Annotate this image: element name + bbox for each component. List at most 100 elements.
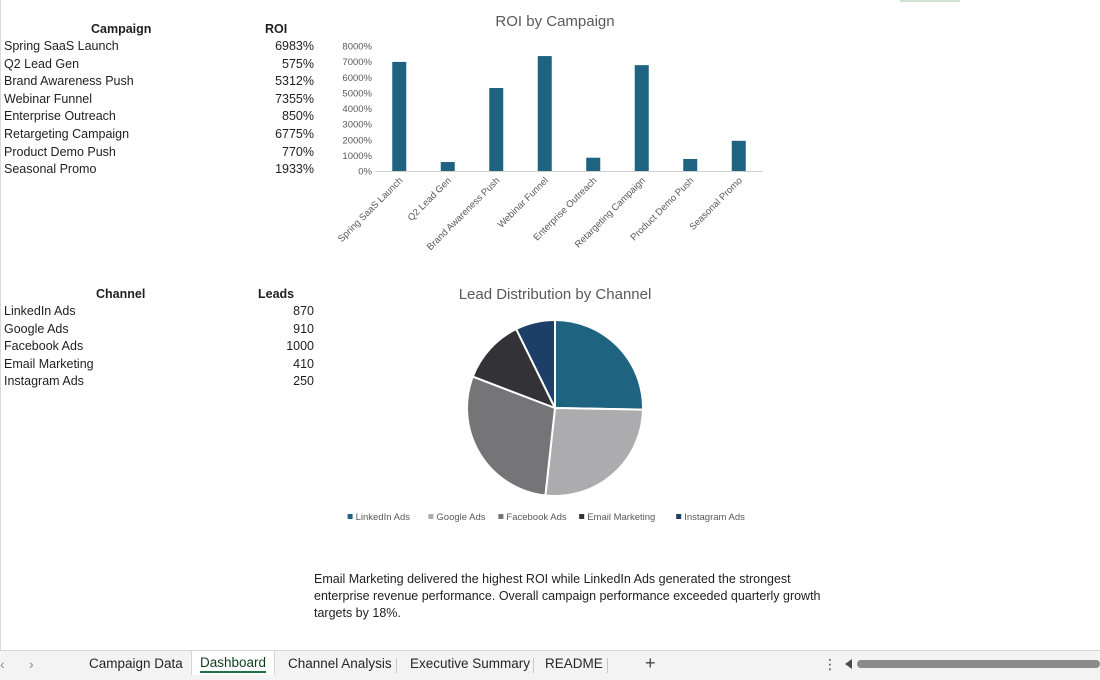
- roi-table-name: Product Demo Push: [4, 144, 116, 159]
- header-roi: ROI: [265, 22, 288, 36]
- leads-table: Channel Leads LinkedIn Ads 870 Google Ads 9…: [4, 286, 314, 396]
- y-tick-label: 5000%: [342, 88, 372, 99]
- roi-table-value: 6983%: [275, 39, 314, 53]
- bar[interactable]: [634, 65, 649, 171]
- roi-table-value: 6775%: [275, 127, 314, 141]
- scroll-left-icon[interactable]: [845, 659, 852, 669]
- selection-indicator: [900, 0, 960, 2]
- tab-readme[interactable]: README: [545, 656, 603, 671]
- add-sheet-button[interactable]: +: [645, 653, 656, 673]
- tab-separator: [396, 658, 397, 673]
- roi-table-value: 770%: [282, 144, 314, 159]
- y-tick-label: 0%: [358, 167, 372, 178]
- roi-table-row[interactable]: Q2 Lead Gen 575%: [4, 57, 314, 75]
- legend-swatch: [428, 514, 434, 519]
- roi-table-value: 850%: [282, 109, 314, 124]
- roi-table-name: Spring SaaS Launch: [4, 39, 119, 53]
- leads-table-value: 1000: [286, 339, 314, 354]
- bar[interactable]: [440, 162, 455, 171]
- roi-bar-chart[interactable]: 0% 1000% 2000% 3000% 4000% 5000% 6000% 7000% 800…: [330, 35, 770, 265]
- roi-table: Campaign ROI Spring SaaS Launch 6983% Q2 L…: [4, 21, 314, 181]
- leads-table-row[interactable]: LinkedIn Ads 870: [4, 304, 314, 322]
- leads-table-row[interactable]: Facebook Ads 1000: [4, 339, 314, 357]
- tab-dashboard[interactable]: Dashboard: [191, 651, 276, 675]
- leads-table-value: 910: [293, 321, 314, 336]
- roi-table-row[interactable]: Product Demo Push 770%: [4, 145, 314, 163]
- pie-slice[interactable]: [554, 318, 644, 411]
- y-tick-label: 2000%: [342, 135, 372, 146]
- legend-label: LinkedIn Ads: [356, 512, 411, 523]
- leads-table-value: 250: [293, 374, 314, 389]
- y-tick-label: 1000%: [342, 151, 372, 162]
- bar[interactable]: [586, 157, 601, 171]
- worksheet-area[interactable]: Campaign ROI Spring SaaS Launch 6983% Q2 L…: [0, 0, 1100, 650]
- pie-slice[interactable]: [544, 406, 645, 497]
- tab-separator: [533, 658, 534, 673]
- y-tick-label: 8000%: [342, 42, 372, 53]
- tab-executive-summary[interactable]: Executive Summary: [410, 656, 531, 671]
- roi-table-value: 1933%: [275, 162, 314, 177]
- leads-table-value: 410: [293, 356, 314, 371]
- y-tick-label: 4000%: [342, 104, 372, 115]
- x-tick-label: Webinar Funnel: [496, 175, 551, 230]
- x-tick-label: Q2 Lead Gen: [406, 175, 454, 223]
- legend-swatch: [347, 514, 353, 519]
- leads-table-row[interactable]: Google Ads 910: [4, 322, 314, 340]
- bar[interactable]: [683, 158, 698, 171]
- legend-label: Email Marketing: [587, 512, 655, 523]
- roi-table-row[interactable]: Enterprise Outreach 850%: [4, 109, 314, 127]
- bar[interactable]: [537, 56, 552, 171]
- pie-slice[interactable]: [471, 327, 558, 410]
- x-tick-label: Seasonal Promo: [687, 175, 744, 232]
- legend-label: Instagram Ads: [684, 512, 745, 523]
- leads-table-name: Instagram Ads: [4, 374, 84, 389]
- roi-table-value: 5312%: [275, 74, 314, 89]
- legend-swatch: [579, 514, 585, 519]
- prev-sheet-icon[interactable]: ‹: [0, 656, 5, 672]
- tab-dashboard-label: Dashboard: [200, 655, 267, 673]
- roi-table-name: Enterprise Outreach: [4, 109, 116, 124]
- roi-table-row[interactable]: Retargeting Campaign 6775%: [4, 127, 314, 145]
- bar[interactable]: [731, 140, 746, 171]
- pie-slice[interactable]: [514, 318, 556, 409]
- y-tick-label: 3000%: [342, 120, 372, 131]
- pie-chart-title: Lead Distribution by Channel: [458, 286, 652, 303]
- summary-text: Email Marketing delivered the highest RO…: [314, 572, 821, 620]
- y-tick-label: 6000%: [342, 73, 372, 84]
- header-channel: Channel: [96, 287, 146, 301]
- roi-table-name: Seasonal Promo: [4, 162, 97, 177]
- sheet-tab-bar: ‹ › Campaign Data Dashboard Channel Anal…: [0, 650, 1100, 680]
- legend-swatch: [676, 514, 682, 519]
- next-sheet-icon[interactable]: ›: [29, 656, 34, 672]
- leads-table-name: Email Marketing: [4, 356, 94, 371]
- legend-swatch: [498, 514, 504, 519]
- leads-table-name: Google Ads: [4, 321, 69, 336]
- horizontal-scrollbar[interactable]: [857, 660, 1100, 668]
- roi-table-value: 575%: [282, 56, 314, 71]
- roi-table-name: Webinar Funnel: [4, 91, 93, 106]
- grid-edge: [0, 0, 1, 650]
- tab-campaign-data[interactable]: Campaign Data: [89, 656, 183, 671]
- roi-table-row[interactable]: Spring SaaS Launch 6983%: [4, 39, 314, 57]
- roi-table-row[interactable]: Brand Awareness Push 5312%: [4, 74, 314, 92]
- bar[interactable]: [489, 88, 504, 171]
- header-leads: Leads: [258, 287, 295, 301]
- roi-table-name: Retargeting Campaign: [4, 127, 130, 141]
- legend-label: Facebook Ads: [506, 512, 566, 523]
- roi-table-name: Brand Awareness Push: [4, 74, 134, 89]
- roi-table-value: 7355%: [275, 91, 314, 106]
- roi-table-row[interactable]: Seasonal Promo 1933%: [4, 162, 314, 180]
- leads-table-row[interactable]: Instagram Ads 250: [4, 374, 314, 392]
- leads-table-row[interactable]: Email Marketing 410: [4, 357, 314, 375]
- more-options-icon[interactable]: ⋮: [823, 656, 837, 672]
- pie-slice[interactable]: [466, 375, 557, 497]
- bar[interactable]: [392, 61, 407, 171]
- y-tick-label: 7000%: [342, 57, 372, 68]
- lead-pie-chart[interactable]: LinkedIn Ads Google Ads Facebook Ads Email …: [335, 305, 775, 535]
- roi-table-row[interactable]: Webinar Funnel 7355%: [4, 92, 314, 110]
- tab-channel-analysis[interactable]: Channel Analysis: [288, 656, 392, 671]
- roi-chart-title: ROI by Campaign: [495, 13, 615, 30]
- legend-label: Google Ads: [436, 512, 485, 523]
- leads-table-name: LinkedIn Ads: [4, 304, 76, 318]
- tab-separator: [607, 658, 608, 673]
